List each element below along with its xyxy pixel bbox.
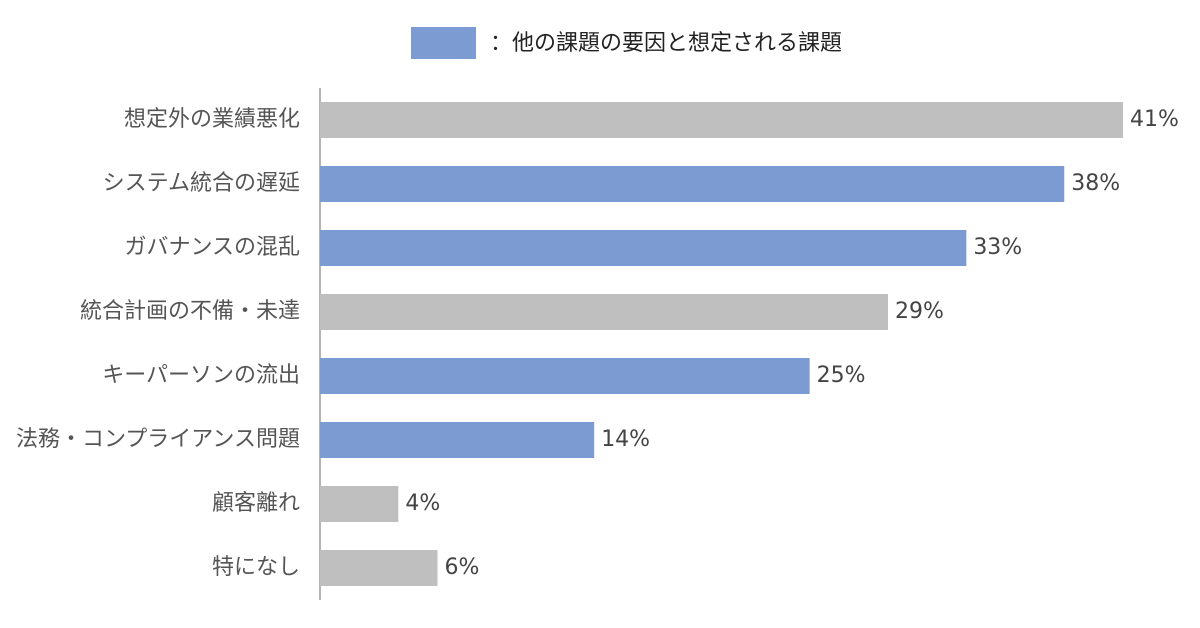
bar [320, 102, 1123, 138]
bar [320, 166, 1065, 202]
y-tick-label: 顧客離れ [212, 491, 300, 516]
bar [320, 230, 967, 266]
value-label: 25% [817, 363, 866, 388]
bar [320, 358, 810, 394]
legend-swatch [411, 27, 476, 59]
legend-label: ：他の課題の要因と想定される課題 [490, 31, 842, 56]
y-tick-label: システム統合の遅延 [103, 171, 300, 196]
bar [320, 486, 399, 522]
y-tick-label: ガバナンスの混乱 [124, 235, 300, 260]
y-tick-label: キーパーソンの流出 [102, 363, 300, 388]
y-tick-label: 特になし [212, 555, 300, 580]
y-tick-label: 想定外の業績悪化 [124, 107, 300, 132]
value-label: 41% [1130, 107, 1179, 132]
value-label: 4% [405, 491, 440, 516]
value-label: 6% [445, 555, 480, 580]
y-tick-label: 統合計画の不備・未達 [80, 299, 300, 324]
bar [320, 294, 888, 330]
y-tick-label: 法務・コンプライアンス問題 [16, 427, 300, 452]
value-label: 14% [601, 427, 650, 452]
value-label: 33% [973, 235, 1022, 260]
value-label: 38% [1071, 171, 1120, 196]
bar [320, 550, 438, 586]
bar [320, 422, 595, 458]
value-label: 29% [895, 299, 944, 324]
